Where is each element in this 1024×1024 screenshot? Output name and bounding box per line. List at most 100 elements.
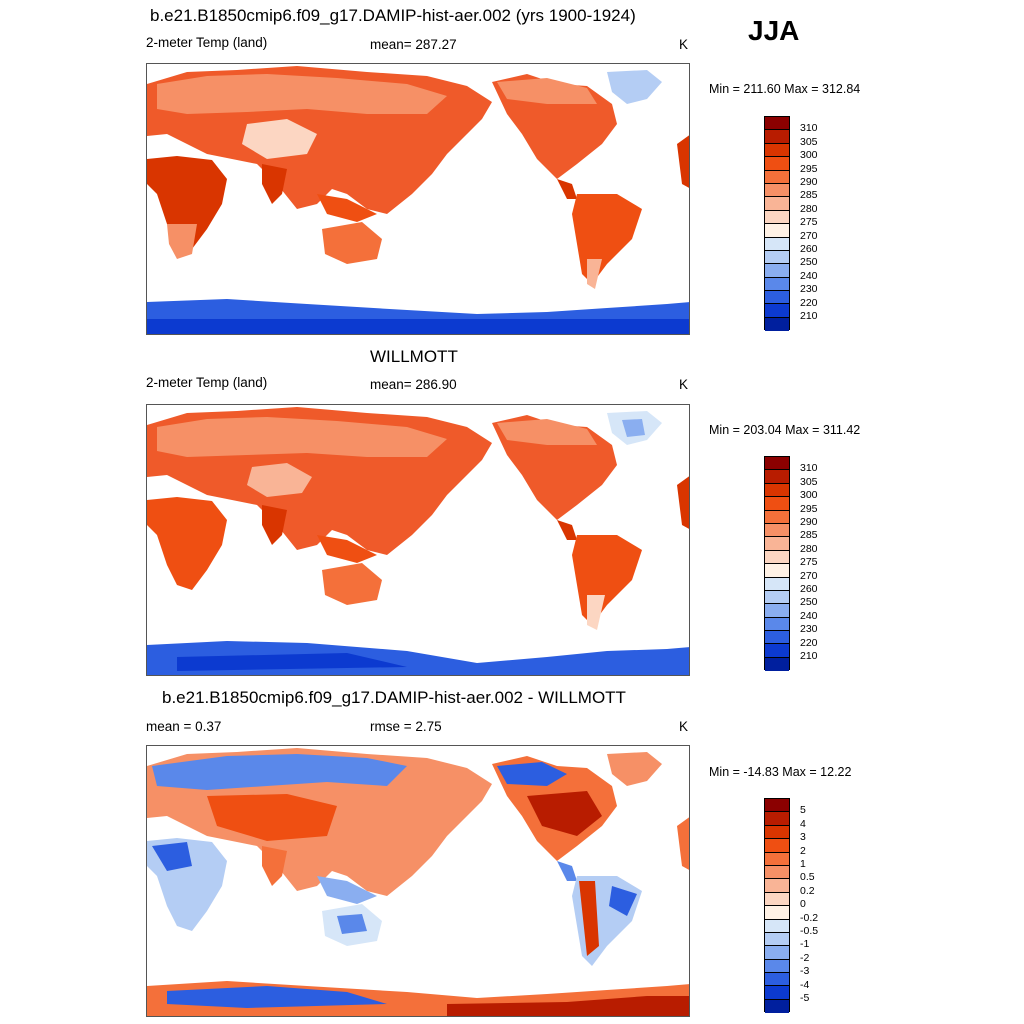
panel-2-map-graphic — [147, 407, 689, 675]
colorbar-tick-label: 240 — [800, 269, 818, 282]
panel-2-colorbar — [764, 456, 790, 672]
colorbar-tick-label: 305 — [800, 475, 818, 488]
colorbar-tick-label: 290 — [800, 516, 818, 528]
panel-1-variable-label: 2-meter Temp (land) — [146, 35, 268, 50]
colorbar-swatch — [765, 825, 789, 840]
colorbar-swatch — [765, 291, 789, 305]
panel-1-map-graphic — [147, 66, 689, 334]
colorbar-tick-label: 230 — [800, 283, 818, 296]
panel-1-mean-label: mean= 287.27 — [370, 37, 457, 52]
colorbar-swatch — [765, 277, 789, 292]
panel-3-rmse-label: rmse = 2.75 — [370, 719, 442, 734]
colorbar-tick-label: -1 — [800, 938, 810, 951]
colorbar-swatch — [765, 510, 789, 524]
colorbar-swatch — [765, 117, 789, 131]
colorbar-swatch — [765, 657, 789, 672]
panel-2-mean-label: mean= 286.90 — [370, 377, 457, 392]
colorbar-tick-label: 220 — [800, 636, 818, 649]
colorbar-tick-label: 300 — [800, 489, 818, 502]
panel-2-minmax: Min = 203.04 Max = 311.42 — [709, 423, 861, 437]
colorbar-swatch — [765, 264, 789, 278]
colorbar-swatch — [765, 865, 789, 880]
colorbar-tick-label: 230 — [800, 623, 818, 636]
colorbar-swatch — [765, 250, 789, 265]
colorbar-swatch — [765, 577, 789, 591]
colorbar-swatch — [765, 483, 789, 498]
colorbar-swatch — [765, 210, 789, 225]
colorbar-swatch — [765, 973, 789, 987]
colorbar-tick-label: 295 — [800, 502, 818, 515]
colorbar-swatch — [765, 852, 789, 866]
panel-1-units: K — [679, 37, 689, 52]
colorbar-swatch — [765, 170, 789, 184]
colorbar-tick-label: 0.5 — [800, 871, 815, 884]
colorbar-swatch — [765, 537, 789, 551]
colorbar-tick-label: -4 — [800, 978, 810, 991]
colorbar-tick-label: -3 — [800, 965, 810, 978]
panel-3-map — [146, 745, 690, 1017]
colorbar-swatch — [765, 986, 789, 1000]
panel-2-units: K — [679, 377, 689, 392]
colorbar-tick-label: 5 — [800, 804, 806, 817]
panel-3-title: b.e21.B1850cmip6.f09_g17.DAMIP-hist-aer.… — [162, 688, 626, 707]
colorbar-swatch — [765, 183, 789, 198]
colorbar-swatch — [765, 564, 789, 578]
colorbar-swatch — [765, 906, 789, 920]
panel-1-minmax: Min = 211.60 Max = 312.84 — [709, 82, 861, 96]
colorbar-swatch — [765, 644, 789, 658]
colorbar-swatch — [765, 470, 789, 484]
colorbar-tick-label: 2 — [800, 844, 806, 857]
colorbar-swatch — [765, 932, 789, 947]
colorbar-swatch — [765, 839, 789, 853]
colorbar-tick-label: -5 — [800, 992, 810, 1004]
panel-1-colorbar — [764, 116, 790, 332]
colorbar-swatch — [765, 550, 789, 565]
colorbar-tick-label: 240 — [800, 609, 818, 622]
colorbar-tick-label: 275 — [800, 216, 818, 229]
colorbar-swatch — [765, 879, 789, 893]
colorbar-swatch — [765, 631, 789, 645]
colorbar-swatch — [765, 959, 789, 974]
colorbar-swatch — [765, 143, 789, 158]
panel-2-map — [146, 404, 690, 676]
colorbar-tick-label: 305 — [800, 135, 818, 148]
colorbar-tick-label: 290 — [800, 176, 818, 188]
colorbar-tick-label: 310 — [800, 462, 818, 475]
panel-2-title: WILLMOTT — [370, 347, 458, 366]
colorbar-swatch — [765, 237, 789, 251]
colorbar-tick-label: 220 — [800, 296, 818, 309]
colorbar-tick-label: 210 — [800, 310, 818, 322]
colorbar-tick-label: 1 — [800, 858, 806, 870]
colorbar-tick-label: 250 — [800, 256, 818, 269]
colorbar-tick-label: 300 — [800, 149, 818, 162]
colorbar-swatch — [765, 590, 789, 605]
colorbar-swatch — [765, 130, 789, 144]
colorbar-swatch — [765, 317, 789, 332]
colorbar-tick-label: 275 — [800, 556, 818, 569]
colorbar-swatch — [765, 497, 789, 511]
panel-1-title: b.e21.B1850cmip6.f09_g17.DAMIP-hist-aer.… — [150, 6, 636, 25]
colorbar-tick-label: 310 — [800, 122, 818, 135]
colorbar-tick-label: 250 — [800, 596, 818, 609]
colorbar-swatch — [765, 197, 789, 211]
colorbar-tick-label: 210 — [800, 650, 818, 662]
colorbar-swatch — [765, 919, 789, 933]
colorbar-swatch — [765, 946, 789, 960]
colorbar-swatch — [765, 523, 789, 538]
colorbar-tick-label: 270 — [800, 229, 818, 242]
colorbar-tick-label: 280 — [800, 202, 818, 215]
colorbar-tick-label: 285 — [800, 189, 818, 202]
panel-2-variable-label: 2-meter Temp (land) — [146, 375, 268, 390]
colorbar-tick-label: 295 — [800, 162, 818, 175]
colorbar-swatch — [765, 304, 789, 318]
colorbar-tick-label: 0.2 — [800, 884, 815, 897]
season-label: JJA — [748, 15, 800, 46]
panel-1-map — [146, 63, 690, 335]
colorbar-tick-label: -0.2 — [800, 911, 819, 924]
colorbar-swatch — [765, 812, 789, 826]
panel-3-map-graphic — [147, 748, 689, 1016]
panel-3-minmax: Min = -14.83 Max = 12.22 — [709, 765, 852, 779]
colorbar-tick-label: 3 — [800, 831, 806, 844]
colorbar-swatch — [765, 457, 789, 471]
panel-3-units: K — [679, 719, 689, 734]
